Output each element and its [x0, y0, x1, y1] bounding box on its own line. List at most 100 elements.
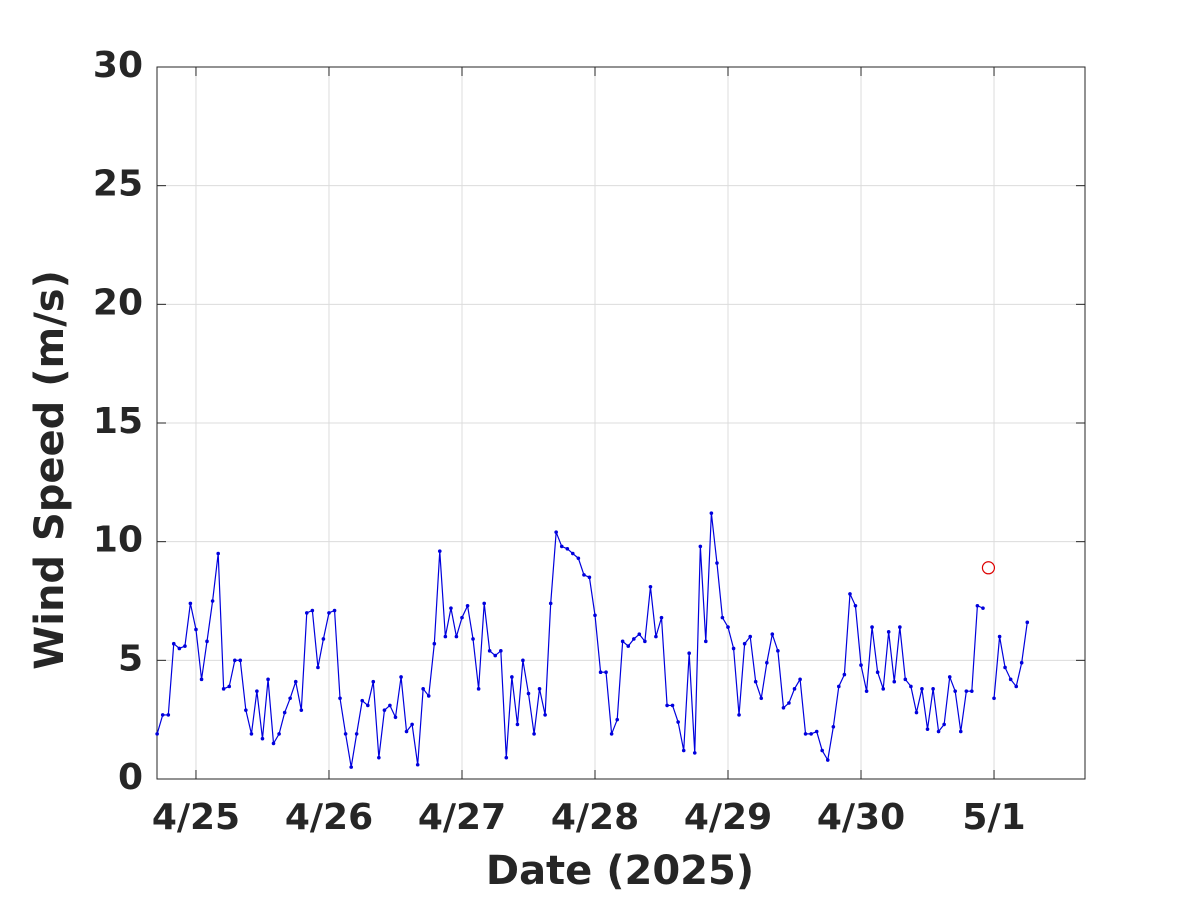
x-tick-label: 4/27 [418, 797, 506, 838]
data-point [742, 641, 747, 646]
data-point [864, 689, 869, 693]
data-point [166, 713, 171, 717]
data-point [765, 660, 769, 665]
data-point [853, 603, 858, 608]
data-point [366, 703, 370, 708]
data-point [665, 703, 669, 708]
data-point [726, 625, 730, 629]
data-point [593, 613, 597, 618]
y-tick-label: 30 [93, 45, 143, 86]
data-point [637, 632, 642, 637]
data-point [1014, 684, 1019, 689]
data-point [293, 679, 298, 684]
data-point [437, 549, 442, 553]
data-point [748, 634, 753, 639]
data-point [543, 713, 547, 717]
highlight-marker [981, 561, 996, 575]
data-point [604, 670, 608, 674]
data-point [809, 732, 813, 736]
data-point [598, 670, 603, 674]
data-point [377, 755, 381, 760]
data-point [266, 677, 270, 682]
data-point [504, 755, 509, 760]
data-point [194, 627, 198, 632]
data-point [160, 713, 165, 717]
data-point [199, 677, 204, 682]
data-point [892, 679, 897, 684]
data-point [670, 703, 675, 708]
data-point [837, 684, 841, 689]
data-point [737, 713, 741, 717]
x-tick-label: 4/30 [817, 797, 905, 838]
data-point [953, 689, 957, 693]
data-point [1025, 620, 1030, 625]
data-point [238, 658, 243, 663]
data-point [432, 641, 437, 646]
data-point [183, 644, 187, 648]
data-point [271, 741, 276, 746]
data-point [886, 630, 891, 634]
data-point [349, 765, 353, 769]
data-point [282, 710, 287, 715]
data-point [260, 736, 265, 741]
data-point [681, 748, 686, 753]
data-point [343, 732, 348, 736]
data-point [997, 634, 1002, 639]
data-point [981, 606, 985, 610]
data-point [515, 722, 520, 727]
data-point [964, 689, 969, 693]
data-point [338, 696, 342, 701]
data-point [703, 639, 708, 644]
data-point [188, 601, 193, 606]
data-point [759, 696, 764, 701]
data-point [781, 706, 786, 710]
x-tick-label: 4/28 [551, 797, 639, 838]
data-point [909, 684, 913, 689]
data-point [249, 732, 254, 736]
data-point [471, 637, 475, 641]
data-point [975, 603, 980, 608]
data-point [687, 651, 691, 656]
data-point [304, 611, 309, 615]
data-point [942, 722, 946, 727]
data-point [576, 556, 581, 561]
data-point [659, 615, 664, 620]
data-point [654, 634, 658, 639]
data-point [881, 687, 886, 691]
data-point [925, 727, 930, 731]
data-point [715, 561, 719, 565]
data-point [316, 665, 320, 670]
data-point [875, 670, 880, 674]
data-point [570, 551, 575, 556]
data-point [454, 634, 459, 639]
y-tick-label: 10 [93, 520, 143, 561]
data-point [255, 689, 259, 693]
data-point [388, 703, 392, 708]
data-point [399, 675, 403, 679]
data-point [476, 687, 481, 691]
data-point [526, 691, 531, 696]
data-point [1019, 660, 1024, 665]
data-point [554, 530, 558, 534]
data-point [443, 634, 448, 639]
data-point [648, 584, 653, 589]
data-point [958, 729, 963, 734]
data-point [227, 684, 232, 689]
data-point [449, 606, 453, 610]
data-point [415, 762, 420, 767]
data-point [820, 748, 824, 753]
data-point [753, 679, 758, 684]
data-point [360, 698, 365, 703]
data-point [216, 551, 220, 556]
data-point [465, 603, 470, 608]
data-point [776, 649, 780, 653]
y-tick-label: 0 [118, 757, 143, 798]
data-point [354, 732, 359, 736]
data-point [460, 615, 464, 620]
data-point [299, 708, 304, 712]
data-point [382, 708, 387, 712]
data-point [698, 544, 703, 549]
data-point [798, 677, 802, 682]
data-point [848, 592, 852, 596]
